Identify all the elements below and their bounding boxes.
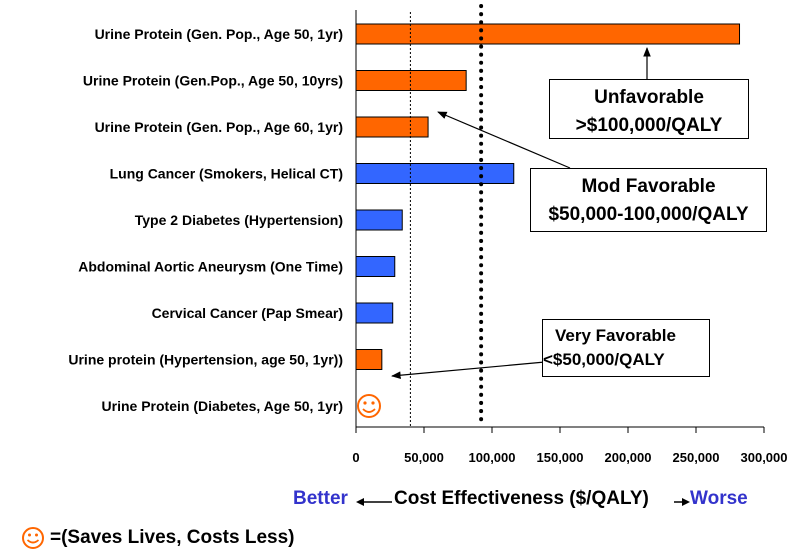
- reference-lines: [409, 4, 484, 429]
- footnote-smiley-icon: [22, 527, 44, 549]
- x-axis: 0 50,000 100,000 150,000 200,000 250,000 300,0…: [352, 10, 788, 465]
- axis-title-row: Better Cost Effectiveness ($/QALY) Worse: [290, 488, 790, 514]
- x-tick-label: 100,000: [469, 450, 516, 465]
- x-tick-label: 300,000: [741, 450, 788, 465]
- x-tick-label: 250,000: [673, 450, 720, 465]
- annotation-very-favorable: Very Favorable <$50,000/QALY: [542, 319, 710, 377]
- category-label: Urine protein (Hypertension, age 50, 1yr…: [68, 352, 343, 368]
- smiley-icon: [357, 394, 381, 418]
- x-tick-label: 50,000: [404, 450, 444, 465]
- better-label: Better: [293, 488, 348, 509]
- category-label: Urine Protein (Gen.Pop., Age 50, 10yrs): [83, 73, 343, 89]
- left-arrow-head: [356, 498, 364, 506]
- annotation-mod-line1: Mod Favorable: [581, 176, 716, 197]
- arrow-mod-favorable: [437, 111, 571, 169]
- category-label: Abdominal Aortic Aneurysm (One Time): [78, 259, 343, 275]
- x-tick-label: 150,000: [537, 450, 584, 465]
- category-labels: Urine Protein (Gen. Pop., Age 50, 1yr) Ur…: [68, 26, 343, 414]
- smiley-mouth: [362, 408, 376, 413]
- annotation-very-line1: Very Favorable: [555, 326, 676, 345]
- right-arrow-head: [682, 498, 690, 506]
- annotation-unfavorable: Unfavorable >$100,000/QALY: [549, 79, 749, 139]
- annotation-mod-line2: $50,000-100,000/QALY: [548, 204, 749, 225]
- annotation-arrows: [391, 47, 651, 380]
- category-label: Cervical Cancer (Pap Smear): [152, 305, 343, 321]
- x-tick-label: 200,000: [605, 450, 652, 465]
- annotation-unfavorable-line1: Unfavorable: [594, 87, 704, 108]
- x-tick-label: 0: [352, 450, 359, 465]
- worse-label: Worse: [690, 488, 748, 509]
- smiley-eye: [363, 401, 367, 405]
- annotation-unfavorable-line2: >$100,000/QALY: [575, 115, 723, 136]
- footnote: =(Saves Lives, Costs Less): [50, 527, 295, 548]
- markers: [357, 394, 381, 418]
- x-axis-title: Cost Effectiveness ($/QALY): [394, 488, 649, 509]
- arrow-very-favorable: [391, 361, 546, 380]
- category-label: Lung Cancer (Smokers, Helical CT): [110, 166, 343, 182]
- annotation-mod-favorable: Mod Favorable $50,000-100,000/QALY: [530, 168, 767, 232]
- category-label: Urine Protein (Diabetes, Age 50, 1yr): [102, 398, 343, 414]
- smiley-face: [357, 394, 381, 418]
- annotation-very-line2: <$50,000/QALY: [543, 350, 665, 369]
- category-label: Type 2 Diabetes (Hypertension): [135, 212, 343, 228]
- category-label: Urine Protein (Gen. Pop., Age 60, 1yr): [95, 119, 343, 135]
- category-label: Urine Protein (Gen. Pop., Age 50, 1yr): [95, 26, 343, 42]
- smiley-eye: [371, 401, 375, 405]
